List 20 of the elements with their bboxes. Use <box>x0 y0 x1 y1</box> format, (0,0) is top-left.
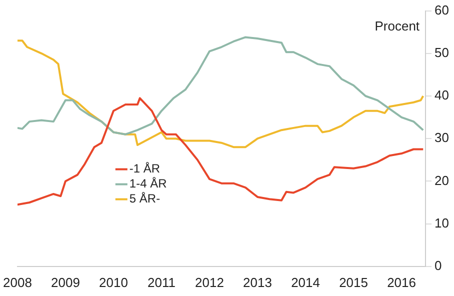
x-tick-label: 2016 <box>387 274 416 290</box>
legend-label: 5 ÅR- <box>129 192 160 206</box>
y-axis-title: Procent <box>374 18 420 34</box>
x-tick-label: 2010 <box>99 274 128 290</box>
y-tick-label: 50 <box>434 44 450 60</box>
x-tick-label: 2014 <box>291 274 320 290</box>
y-tick-label: 30 <box>434 130 450 146</box>
x-tick-label: 2008 <box>3 274 32 290</box>
y-tick-label: 10 <box>434 215 450 230</box>
legend-label: 1-4 ÅR <box>129 176 168 191</box>
x-tick-label: 2009 <box>51 274 80 290</box>
x-tick-label: 2013 <box>243 274 272 290</box>
x-tick-label: 2011 <box>148 274 176 290</box>
y-tick-label: 60 <box>434 2 450 18</box>
y-tick-label: 40 <box>434 88 450 103</box>
y-tick-label: 20 <box>434 172 450 188</box>
x-tick-label: 2012 <box>195 274 224 290</box>
y-tick-label: 0 <box>434 258 442 273</box>
legend-label: -1 ÅR <box>129 162 160 176</box>
x-tick-label: 2015 <box>339 274 368 290</box>
